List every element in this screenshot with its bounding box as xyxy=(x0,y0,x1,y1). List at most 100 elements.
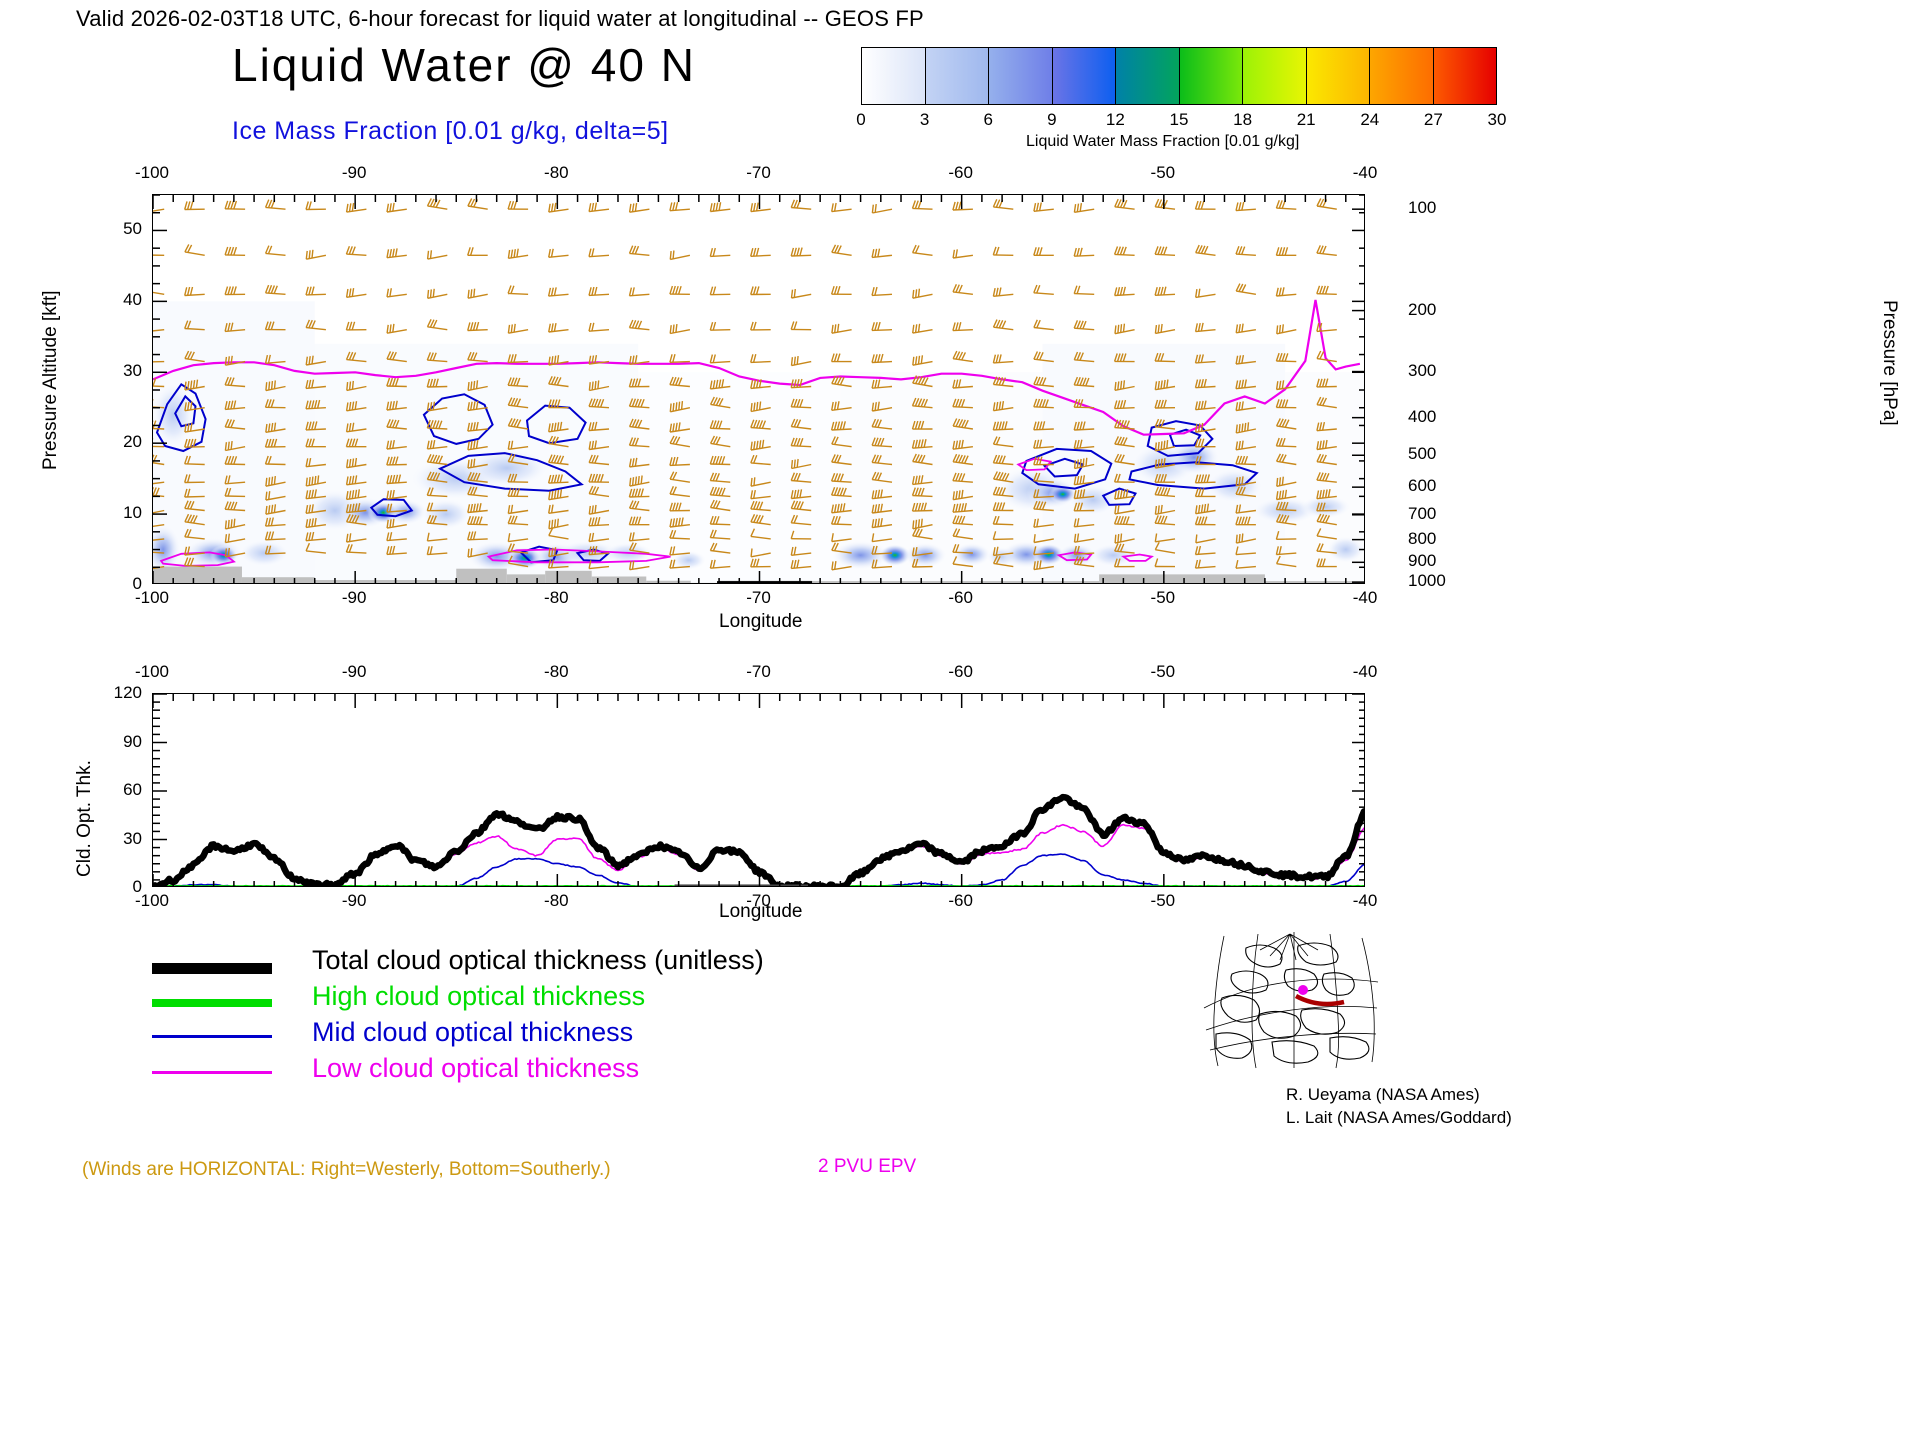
wind-barb xyxy=(426,514,448,526)
main-panel-xlabel: Longitude xyxy=(719,611,803,632)
wind-barb xyxy=(588,560,610,570)
epv-contour-note: 2 PVU EPV xyxy=(818,1156,917,1177)
wind-barb xyxy=(790,472,812,483)
wind-barb xyxy=(1194,378,1216,389)
wind-barb xyxy=(1033,518,1054,528)
wind-barb xyxy=(628,516,650,526)
wind-barb xyxy=(790,530,812,540)
wind-barb xyxy=(709,396,731,409)
wind-barb xyxy=(507,533,529,543)
colorbar-tick-15: 15 xyxy=(1169,110,1189,129)
wind-barb xyxy=(1235,533,1257,544)
wind-barb xyxy=(345,321,367,331)
wind-barb xyxy=(1275,501,1297,512)
wind-barb xyxy=(1033,284,1054,295)
wind-barb xyxy=(628,319,650,331)
wind-barb xyxy=(1073,320,1095,331)
wind-barb xyxy=(184,401,205,412)
epv-low-contour-3 xyxy=(1120,553,1154,562)
wind-barb xyxy=(1316,396,1337,409)
wind-barb xyxy=(709,247,731,258)
liquid-water-blob-24 xyxy=(1032,543,1065,566)
wind-barb xyxy=(386,518,407,529)
wind-barb xyxy=(1275,453,1297,466)
legend-swatch-0 xyxy=(152,963,272,974)
wind-barb xyxy=(224,487,246,498)
wind-barb xyxy=(345,422,367,433)
wind-barb xyxy=(224,376,246,388)
main-xtick-top--100: -100 xyxy=(134,163,170,182)
wind-barb xyxy=(588,398,610,409)
wind-barb xyxy=(1033,500,1054,512)
wind-barb xyxy=(871,321,893,332)
wind-barb xyxy=(548,435,569,448)
main-ytick-right-300: 300 xyxy=(1408,360,1437,380)
wind-barb xyxy=(669,422,691,433)
wind-barb xyxy=(871,379,893,389)
low-xtick-top--80: -80 xyxy=(544,662,569,681)
wind-barb xyxy=(153,208,165,212)
wind-barb xyxy=(345,475,367,486)
wind-barb xyxy=(669,529,690,540)
liquid-water-blob-15 xyxy=(553,540,622,567)
wind-barb xyxy=(709,529,731,540)
wind-barb xyxy=(153,354,165,363)
wind-barb xyxy=(305,286,326,296)
wind-barb xyxy=(1316,322,1337,333)
wind-barb xyxy=(588,421,610,432)
wind-barb xyxy=(1275,287,1297,297)
wind-barb xyxy=(507,504,529,515)
wind-barb xyxy=(750,202,771,213)
wind-barb xyxy=(224,547,246,558)
wind-barb xyxy=(345,543,367,554)
wind-barb xyxy=(1033,351,1054,363)
wind-barb xyxy=(750,489,771,500)
cloud-optical-thickness-plot[interactable] xyxy=(152,693,1365,887)
wind-barb xyxy=(952,528,973,540)
main-xtick-bottom--40: -40 xyxy=(1352,588,1378,607)
wind-barb xyxy=(264,545,286,555)
wind-barb xyxy=(224,533,246,544)
wind-barb xyxy=(871,401,893,412)
wind-barb xyxy=(628,542,650,554)
main-ytick-left-30: 30 xyxy=(123,361,142,381)
wind-barb xyxy=(952,398,973,409)
wind-barb xyxy=(345,351,367,363)
wind-barb xyxy=(345,401,367,412)
wind-barb xyxy=(1154,458,1176,469)
colorbar-tick-30: 30 xyxy=(1487,110,1507,129)
wind-barb xyxy=(750,454,771,466)
wind-barb xyxy=(790,437,812,448)
low-xtick-bottom--60: -60 xyxy=(948,891,973,910)
wind-barb xyxy=(952,502,973,513)
main-ytick-right-100: 100 xyxy=(1408,198,1437,218)
liquid-water-blob-17 xyxy=(670,550,707,571)
wind-barb xyxy=(345,503,367,514)
wind-barb xyxy=(467,247,488,256)
wind-barb xyxy=(709,455,731,466)
low-xtick-bottom--50: -50 xyxy=(1150,891,1176,910)
wind-barb xyxy=(871,418,893,430)
wind-barb xyxy=(871,437,893,448)
lower-surface-marker xyxy=(674,884,809,886)
main-cross-section-plot[interactable] xyxy=(152,194,1365,584)
wind-barb xyxy=(992,454,1014,466)
wind-barb xyxy=(1316,350,1337,363)
wind-barb xyxy=(831,202,852,213)
wind-barb xyxy=(912,355,933,366)
main-ytick-right-900: 900 xyxy=(1408,551,1437,571)
wind-barb xyxy=(750,247,771,257)
terrain-bar-10 xyxy=(812,581,1100,583)
wind-barb xyxy=(669,201,690,212)
epv-low-contour-0 xyxy=(159,551,236,567)
wind-barb xyxy=(507,515,529,526)
wind-barb xyxy=(426,419,448,430)
wind-barb xyxy=(1154,399,1176,409)
wind-barb xyxy=(184,528,205,540)
wind-barb xyxy=(911,475,933,486)
wind-barb xyxy=(669,401,691,413)
wind-barb xyxy=(992,486,1014,498)
low-ytick-0: 0 xyxy=(132,877,142,896)
wind-barb xyxy=(1113,473,1135,483)
wind-barb xyxy=(709,559,731,569)
